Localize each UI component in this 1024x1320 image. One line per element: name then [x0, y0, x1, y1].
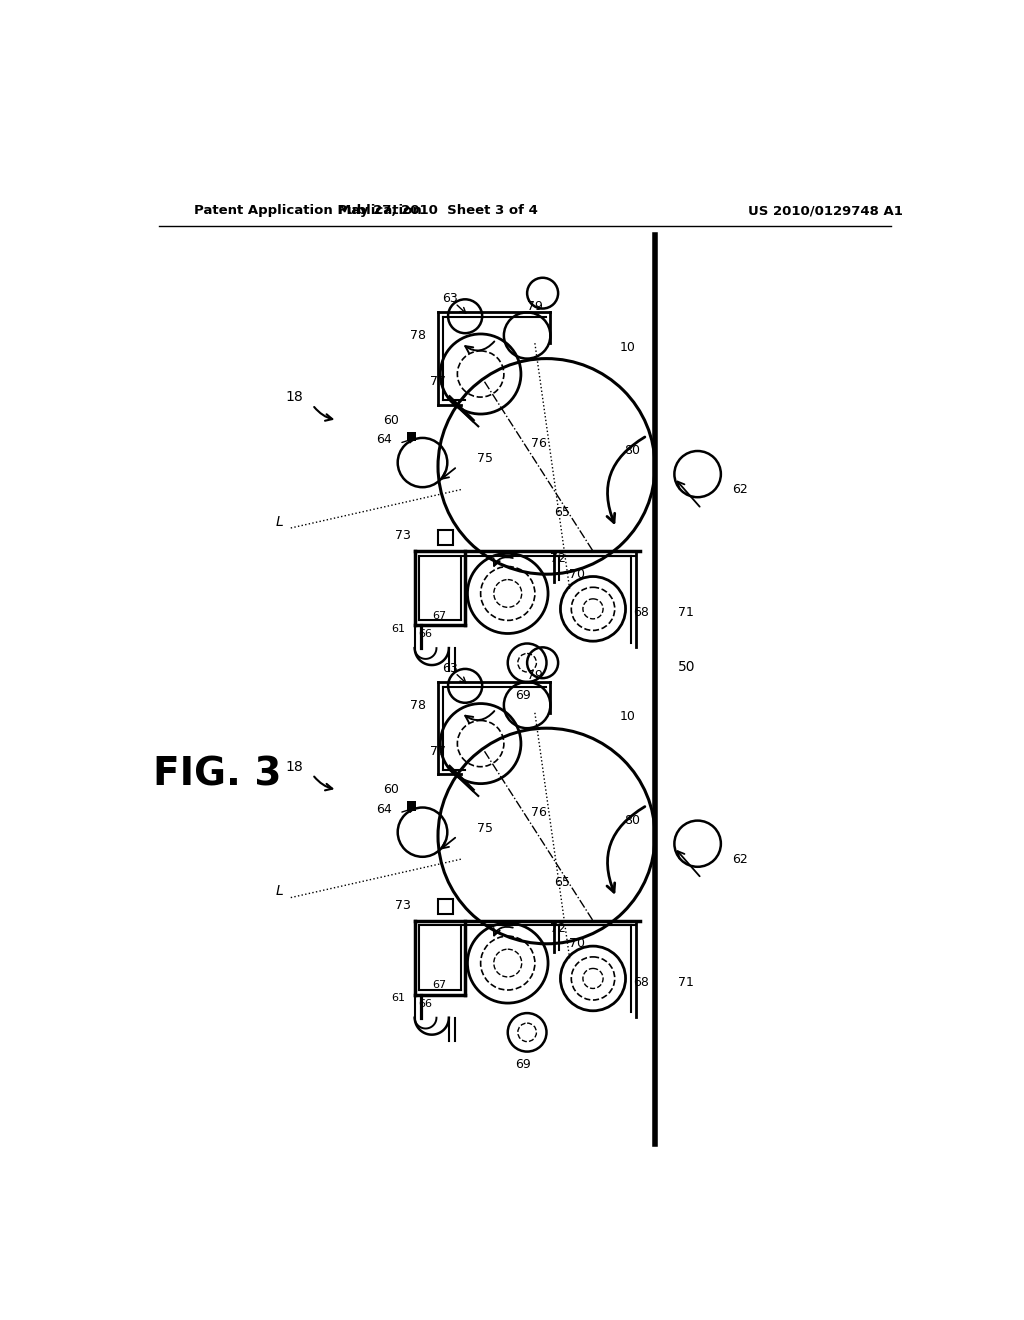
Text: 71: 71: [678, 606, 694, 619]
Text: 63: 63: [441, 661, 458, 675]
Text: 76: 76: [530, 807, 547, 820]
Text: 72: 72: [550, 921, 566, 935]
Text: 69: 69: [515, 689, 531, 702]
Text: 79: 79: [527, 300, 543, 313]
Text: 64: 64: [376, 803, 391, 816]
Text: 73: 73: [395, 899, 411, 912]
Text: 18: 18: [286, 391, 303, 404]
Text: 67: 67: [432, 981, 446, 990]
Text: 62: 62: [732, 853, 749, 866]
Text: 67: 67: [432, 611, 446, 620]
Text: May 27, 2010  Sheet 3 of 4: May 27, 2010 Sheet 3 of 4: [338, 205, 538, 218]
Text: 75: 75: [476, 453, 493, 465]
Text: 70: 70: [569, 568, 586, 581]
Text: 65: 65: [554, 875, 570, 888]
Text: 61: 61: [391, 624, 406, 634]
Text: 75: 75: [476, 822, 493, 834]
Text: 69: 69: [515, 1059, 531, 1072]
Text: 77: 77: [430, 375, 446, 388]
Text: FIG. 3: FIG. 3: [153, 755, 282, 793]
Text: 73: 73: [395, 529, 411, 543]
Text: 61: 61: [391, 994, 406, 1003]
Text: 50: 50: [678, 660, 695, 673]
Text: 65: 65: [554, 506, 570, 519]
Text: 18: 18: [286, 760, 303, 774]
Text: 62: 62: [732, 483, 749, 496]
Bar: [407, 432, 417, 441]
Bar: [407, 801, 417, 810]
Text: 68: 68: [633, 606, 649, 619]
Text: 68: 68: [633, 975, 649, 989]
Text: 80: 80: [624, 445, 640, 458]
Text: US 2010/0129748 A1: US 2010/0129748 A1: [748, 205, 903, 218]
Text: 60: 60: [384, 413, 399, 426]
Text: 10: 10: [620, 341, 636, 354]
Text: 78: 78: [411, 329, 426, 342]
Text: 79: 79: [527, 669, 543, 682]
Text: 10: 10: [620, 710, 636, 723]
Text: 78: 78: [411, 698, 426, 711]
Text: 60: 60: [384, 783, 399, 796]
Text: 66: 66: [419, 999, 432, 1008]
Text: 66: 66: [419, 630, 432, 639]
Text: 80: 80: [624, 814, 640, 828]
Text: 63: 63: [441, 292, 458, 305]
Text: 77: 77: [430, 744, 446, 758]
Text: 70: 70: [569, 937, 586, 950]
Text: 71: 71: [678, 975, 694, 989]
Text: Patent Application Publication: Patent Application Publication: [194, 205, 422, 218]
Text: 64: 64: [376, 433, 391, 446]
Text: 72: 72: [550, 552, 566, 565]
Text: L: L: [275, 515, 283, 529]
Text: L: L: [275, 884, 283, 899]
Text: 76: 76: [530, 437, 547, 450]
